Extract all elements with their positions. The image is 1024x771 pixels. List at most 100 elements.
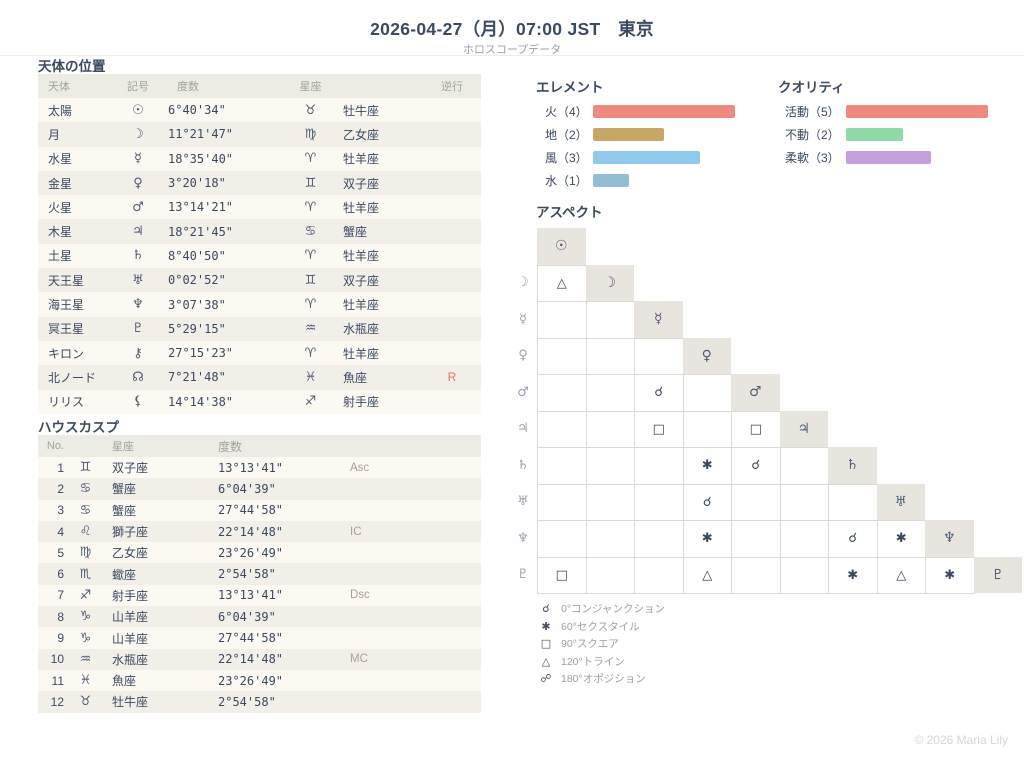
matrix-aspect-cell: [585, 337, 635, 375]
zodiac-name: 牡羊座: [343, 298, 380, 313]
bar-row: 不動（2）: [778, 123, 1018, 146]
matrix-aspect-cell: ✱: [925, 556, 975, 594]
legend-label: 90°スクエア: [561, 638, 619, 651]
planet-row: 木星 ♃ 18°21'45" ♋ 蟹座: [38, 219, 481, 244]
bar: [846, 151, 931, 164]
matrix-row-planet-icon: ♆: [517, 530, 529, 546]
matrix-aspect-cell: [634, 483, 684, 521]
matrix-row-planet-icon: ♃: [517, 421, 529, 437]
legend-label: 180°オポジション: [561, 673, 646, 686]
house-number: 10: [50, 652, 64, 667]
zodiac-name: 魚座: [112, 674, 137, 689]
zodiac-symbol-icon: ♓: [304, 369, 317, 385]
zodiac-symbol-icon: ♌: [79, 524, 92, 540]
matrix-aspect-cell: [779, 556, 829, 594]
bar: [593, 151, 700, 164]
matrix-diagonal-planet-icon: ♂: [731, 374, 780, 411]
planet-degree: 14°14'38": [168, 394, 234, 409]
house-row: 10 ♒ 水瓶座 22°14'48" MC: [38, 648, 481, 670]
matrix-diagonal-planet-icon: ♃: [779, 410, 828, 447]
zodiac-name: 双子座: [343, 176, 380, 191]
planet-symbol-icon: ♇: [132, 321, 144, 337]
matrix-aspect-cell: [779, 520, 829, 558]
planet-row: リリス ⚸ 14°14'38" ♐ 射手座: [38, 389, 481, 414]
zodiac-symbol-icon: ♈: [304, 151, 317, 167]
zodiac-name: 乙女座: [343, 127, 380, 142]
page-title: 2026-04-27（月）07:00 JST 東京: [370, 19, 654, 39]
legend-label: 120°トライン: [561, 655, 625, 668]
house-degree: 13°13'41": [218, 588, 284, 603]
planet-symbol-icon: ♀: [133, 175, 143, 191]
matrix-row-planet-icon: ♀: [518, 348, 528, 364]
matrix-row-planet-icon: ♂: [517, 384, 529, 400]
matrix-aspect-cell: [537, 483, 587, 521]
planet-symbol-icon: ♂: [132, 199, 144, 215]
zodiac-name: 山羊座: [112, 610, 149, 625]
matrix-aspect-cell: △: [876, 556, 926, 594]
matrix-aspect-cell: [537, 374, 587, 412]
house-number: 5: [57, 545, 64, 560]
matrix-aspect-cell: [779, 447, 829, 485]
house-row: 12 ♉ 牡牛座 2°54'58": [38, 691, 481, 713]
house-row: 4 ♌ 獅子座 22°14'48" IC: [38, 520, 481, 543]
house-row: 5 ♍ 乙女座 23°26'49": [38, 542, 481, 564]
zodiac-name: 山羊座: [112, 631, 149, 646]
legend-label: 60°セクスタイル: [561, 620, 640, 633]
zodiac-symbol-icon: ♈: [304, 297, 317, 313]
bar-row: 風（3）: [536, 146, 766, 169]
zodiac-name: 双子座: [343, 273, 380, 288]
col-header-sign: 星座: [112, 441, 134, 453]
planet-name: 木星: [48, 225, 73, 240]
matrix-aspect-cell: [537, 410, 587, 448]
planet-symbol-icon: ♆: [132, 297, 144, 313]
zodiac-symbol-icon: ♈: [304, 345, 317, 361]
matrix-aspect-cell: [682, 410, 732, 448]
qualities-chart: クオリティ 活動（5） 不動（2） 柔軟（3）: [778, 76, 1018, 169]
matrix-aspect-cell: [731, 520, 781, 558]
matrix-aspect-cell: [537, 447, 587, 485]
planet-symbol-icon: ♄: [132, 248, 144, 264]
matrix-aspect-cell: ✱: [682, 520, 732, 558]
house-number: 3: [57, 503, 64, 518]
qualities-chart-bars: 活動（5） 不動（2） 柔軟（3）: [778, 100, 1018, 169]
angle-label: MC: [350, 653, 368, 666]
planet-row: 土星 ♄ 8°40'50" ♈ 牡羊座: [38, 243, 481, 269]
bar-row: 火（4）: [536, 100, 766, 123]
legend-row: □ 90°スクエア: [539, 635, 665, 653]
zodiac-name: 蟹座: [343, 225, 368, 240]
matrix-aspect-cell: [585, 556, 635, 594]
house-degree: 13°13'41": [218, 460, 284, 475]
matrix-aspect-cell: ✱: [682, 447, 732, 485]
bar-row: 水（1）: [536, 169, 766, 192]
house-number: 11: [51, 673, 64, 688]
planet-symbol-icon: ☽: [132, 126, 144, 142]
matrix-aspect-cell: [634, 337, 684, 375]
elements-chart: エレメント 火（4） 地（2） 風（3） 水（1）: [536, 76, 766, 192]
house-row: 1 ♊ 双子座 13°13'41" Asc: [38, 457, 481, 479]
planet-name: 金星: [48, 176, 73, 191]
col-header-body: 天体: [48, 81, 70, 93]
matrix-diagonal-planet-icon: ☿: [634, 301, 683, 338]
bar-label: 地（2）: [545, 128, 588, 142]
planet-row: 水星 ☿ 18°35'40" ♈ 牡羊座: [38, 146, 481, 171]
zodiac-symbol-icon: ♐: [79, 587, 92, 603]
matrix-aspect-cell: [537, 301, 587, 339]
planet-name: 冥王星: [48, 322, 85, 337]
col-header-symbol: 記号: [127, 81, 149, 93]
planet-degree: 3°07'38": [168, 297, 226, 312]
aspect-symbol-icon: ☍: [540, 672, 552, 686]
zodiac-name: 獅子座: [112, 525, 149, 540]
zodiac-name: 牡牛座: [112, 695, 149, 710]
matrix-aspect-cell: ☌: [682, 483, 732, 521]
planet-row: 火星 ♂ 13°14'21" ♈ 牡羊座: [38, 195, 481, 220]
matrix-aspect-cell: [634, 556, 684, 594]
matrix-aspect-cell: [585, 410, 635, 448]
zodiac-symbol-icon: ♉: [304, 102, 317, 118]
matrix-aspect-cell: [731, 556, 781, 594]
planet-symbol-icon: ⚷: [133, 345, 143, 361]
planet-degree: 18°21'45": [168, 224, 234, 239]
matrix-aspect-cell: [537, 520, 587, 558]
zodiac-symbol-icon: ♋: [79, 502, 92, 518]
house-number: 12: [50, 694, 64, 709]
bar: [593, 105, 735, 118]
